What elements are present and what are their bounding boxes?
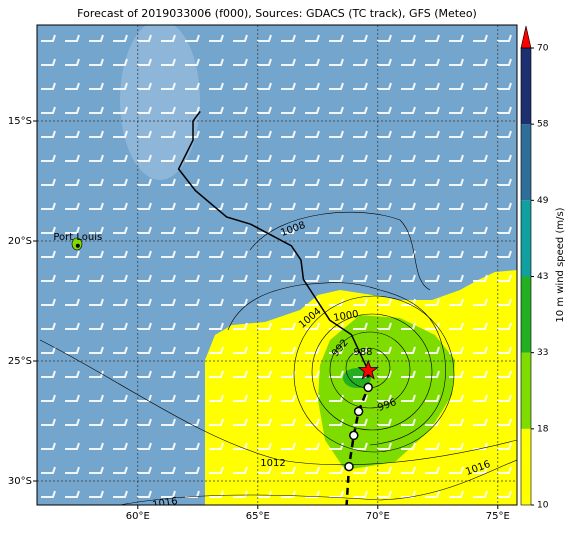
contour-label: 988 <box>353 347 372 358</box>
forecast-point <box>349 430 359 441</box>
forecast-point <box>363 382 373 393</box>
colorbar-tick-label: 18 <box>537 424 549 434</box>
y-tick-label: 15°S <box>8 116 32 127</box>
y-tick-label: 30°S <box>8 476 32 487</box>
colorbar-tick-label: 58 <box>537 120 549 130</box>
y-tick-label: 20°S <box>8 236 32 247</box>
city-marker <box>75 243 80 248</box>
chart-title: Forecast of 2019033006 (f000), Sources: … <box>77 7 477 20</box>
x-tick-label: 70°E <box>366 511 390 522</box>
colorbar-tick-label: 43 <box>537 272 548 282</box>
colorbar-segment <box>521 48 531 125</box>
colorbar-segment <box>521 428 531 505</box>
contour-label: 1012 <box>260 458 285 469</box>
contour-label: 1016 <box>152 496 179 511</box>
colorbar-extend <box>520 25 532 49</box>
colorbar-label: 10 m wind speed (m/s) <box>555 207 566 322</box>
x-tick-label: 65°E <box>246 511 270 522</box>
colorbar-tick-label: 10 <box>537 501 549 511</box>
colorbar-tick-label: 70 <box>537 44 549 54</box>
map-frame <box>36 24 518 506</box>
grid <box>37 25 517 505</box>
colorbar-tick-label: 33 <box>537 348 548 358</box>
forecast-point <box>344 461 354 472</box>
x-tick-label: 75°E <box>486 511 510 522</box>
forecast-point <box>353 406 364 417</box>
y-tick-label: 25°S <box>8 356 32 367</box>
colorbar-segment <box>521 200 531 277</box>
contour-label: 1000 <box>333 309 360 324</box>
colorbar-segment <box>521 352 531 429</box>
isobars <box>39 211 517 505</box>
colorbar-tick-label: 49 <box>537 196 549 206</box>
wind-barbs <box>37 25 517 505</box>
colorbar-segment <box>521 124 531 201</box>
x-tick-label: 60°E <box>126 511 150 522</box>
current-position <box>357 359 379 380</box>
city-label: Port Louis <box>53 232 102 243</box>
track-line <box>177 110 369 371</box>
colorbar-segment <box>521 276 531 353</box>
